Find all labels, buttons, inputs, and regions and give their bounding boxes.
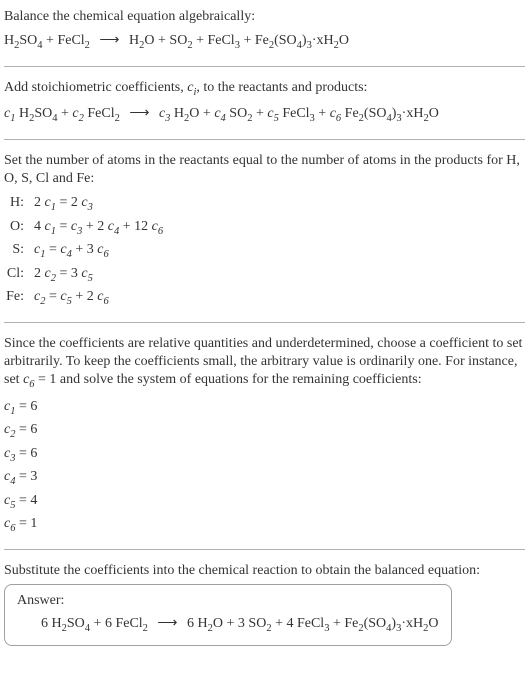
element-label: Fe:: [4, 286, 34, 310]
plus: +: [272, 616, 287, 631]
row-s: S: c1 = c4 + 3 c6: [4, 239, 163, 263]
plus: +: [223, 616, 238, 631]
coef-item: c5 = 4: [4, 490, 525, 514]
row-fe: Fe: c2 = c5 + 2 c6: [4, 286, 163, 310]
plus: +: [193, 33, 208, 48]
arrow-icon: ⟶: [157, 616, 177, 631]
species-fe2so43: Fe2(SO4)3·xH2O: [345, 106, 439, 121]
species-fe2so43: Fe2(SO4)3·xH2O: [255, 33, 349, 48]
balance-eq: 4 c1 = c3 + 2 c4 + 12 c6: [34, 216, 163, 240]
coef-item: c2 = 6: [4, 419, 525, 443]
coefficient-list: c1 = 6 c2 = 6 c3 = 6 c4 = 3 c5 = 4 c6 = …: [4, 396, 525, 537]
species-fe2so43: Fe2(SO4)3·xH2O: [344, 616, 438, 631]
species-h2so4: H2SO4: [52, 616, 91, 631]
species-h2so4: H2SO4: [19, 106, 58, 121]
plus: +: [240, 33, 255, 48]
balanced-equation: 6 H2SO4 + 6 FeCl2 ⟶ 6 H2O + 3 SO2 + 4 Fe…: [17, 613, 439, 637]
c6: c6: [330, 106, 341, 121]
divider: [4, 549, 525, 550]
c3: c3: [159, 106, 170, 121]
c2: c2: [72, 106, 83, 121]
equation-unbalanced: H2SO4 + FeCl2 ⟶ H2O + SO2 + FeCl3 + Fe2(…: [4, 30, 525, 54]
arrow-icon: ⟶: [99, 33, 119, 48]
species-fecl2: FeCl2: [57, 33, 89, 48]
plus: +: [315, 106, 330, 121]
arrow-icon: ⟶: [129, 106, 149, 121]
species-fecl3: FeCl3: [297, 616, 329, 631]
species-fecl3: FeCl3: [207, 33, 239, 48]
row-h: H: 2 c1 = 2 c3: [4, 192, 163, 216]
species-so2: SO2: [169, 33, 192, 48]
species-so2: SO2: [248, 616, 271, 631]
coef-item: c3 = 6: [4, 443, 525, 467]
intro-text-2: Add stoichiometric coefficients, ci, to …: [4, 79, 525, 99]
coef-item: c1 = 6: [4, 396, 525, 420]
row-cl: Cl: 2 c2 = 3 c5: [4, 263, 163, 287]
element-label: Cl:: [4, 263, 34, 287]
section-atom-balance: Set the number of atoms in the reactants…: [4, 152, 525, 310]
section-answer: Substitute the coefficients into the che…: [4, 562, 525, 646]
section-stoich: Add stoichiometric coefficients, ci, to …: [4, 79, 525, 127]
row-o: O: 4 c1 = c3 + 2 c4 + 12 c6: [4, 216, 163, 240]
c6-symbol: c6: [23, 372, 34, 387]
plus: +: [329, 616, 344, 631]
species-h2so4: H2SO4: [4, 33, 43, 48]
coef: 3: [238, 616, 245, 631]
balance-eq: 2 c2 = 3 c5: [34, 263, 163, 287]
balance-eq: c2 = c5 + 2 c6: [34, 286, 163, 310]
coef: 4: [286, 616, 293, 631]
species-h2o: H2O: [198, 616, 224, 631]
divider: [4, 66, 525, 67]
coef: 6: [41, 616, 48, 631]
c4: c4: [214, 106, 225, 121]
species-h2o: H2O: [129, 33, 155, 48]
coef-item: c4 = 3: [4, 466, 525, 490]
c5: c5: [267, 106, 278, 121]
plus: +: [90, 616, 105, 631]
species-h2o: H2O: [174, 106, 200, 121]
coef: 6: [187, 616, 194, 631]
element-label: O:: [4, 216, 34, 240]
text: = 1 and solve the system of equations fo…: [35, 372, 422, 387]
intro-text-1: Balance the chemical equation algebraica…: [4, 8, 525, 26]
text: , to the reactants and products:: [196, 80, 367, 95]
element-label: H:: [4, 192, 34, 216]
equation-coefficients: c1 H2SO4 + c2 FeCl2 ⟶ c3 H2O + c4 SO2 + …: [4, 103, 525, 127]
intro-text-3: Set the number of atoms in the reactants…: [4, 152, 525, 188]
intro-text-4: Since the coefficients are relative quan…: [4, 335, 525, 392]
intro-text-5: Substitute the coefficients into the che…: [4, 562, 525, 580]
coef: 6: [105, 616, 112, 631]
text: Add stoichiometric coefficients,: [4, 80, 187, 95]
plus: +: [199, 106, 214, 121]
c1: c1: [4, 106, 15, 121]
species-fecl2: FeCl2: [115, 616, 147, 631]
species-fecl2: FeCl2: [87, 106, 119, 121]
divider: [4, 139, 525, 140]
divider: [4, 322, 525, 323]
plus: +: [43, 33, 58, 48]
plus: +: [252, 106, 267, 121]
plus: +: [155, 33, 170, 48]
coef-item: c6 = 1: [4, 513, 525, 537]
balance-eq: c1 = c4 + 3 c6: [34, 239, 163, 263]
element-label: S:: [4, 239, 34, 263]
plus: +: [58, 106, 73, 121]
species-so2: SO2: [229, 106, 252, 121]
section-balance-intro: Balance the chemical equation algebraica…: [4, 8, 525, 54]
answer-box: Answer: 6 H2SO4 + 6 FeCl2 ⟶ 6 H2O + 3 SO…: [4, 584, 452, 646]
balance-table: H: 2 c1 = 2 c3 O: 4 c1 = c3 + 2 c4 + 12 …: [4, 192, 163, 310]
section-solve: Since the coefficients are relative quan…: [4, 335, 525, 537]
species-fecl3: FeCl3: [282, 106, 314, 121]
balance-eq: 2 c1 = 2 c3: [34, 192, 163, 216]
answer-label: Answer:: [17, 593, 439, 609]
